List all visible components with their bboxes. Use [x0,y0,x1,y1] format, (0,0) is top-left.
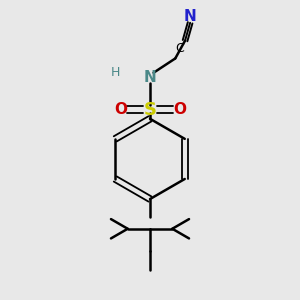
Text: N: N [184,9,196,24]
Text: O: O [173,102,186,117]
Text: H: H [111,66,121,79]
Text: N: N [144,70,156,85]
Text: O: O [114,102,127,117]
Text: C: C [175,42,184,55]
Text: S: S [143,101,157,119]
